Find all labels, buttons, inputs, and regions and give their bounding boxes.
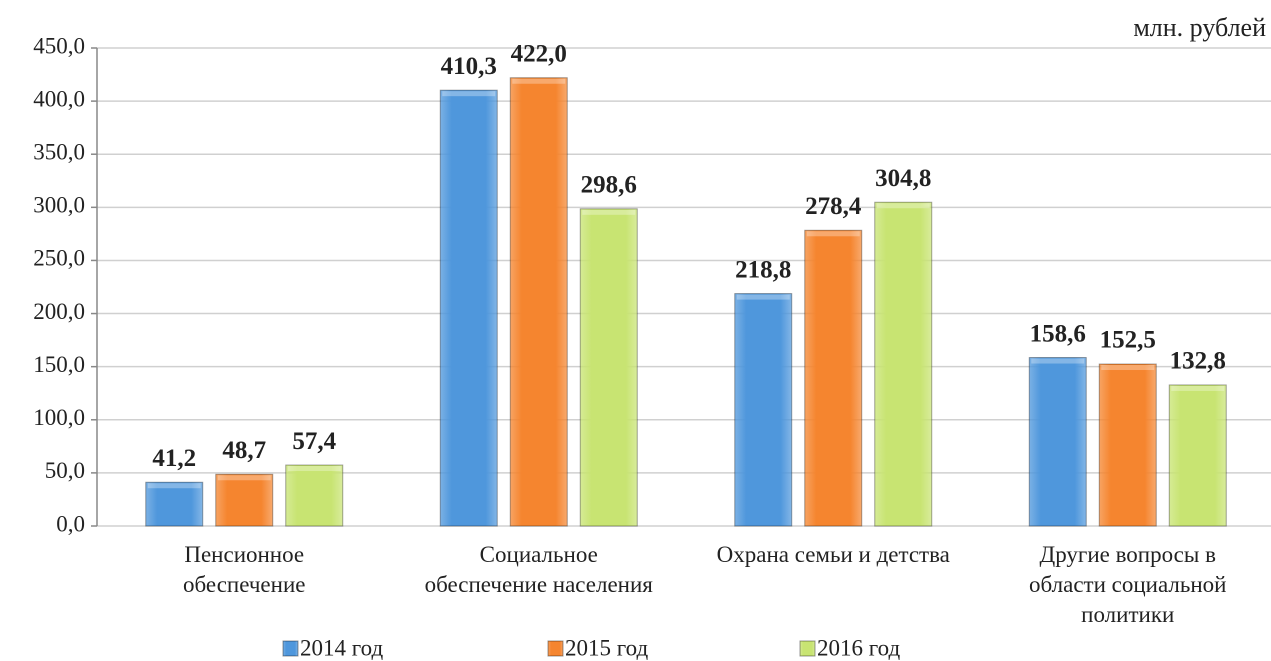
value-label: 41,2 bbox=[152, 445, 196, 472]
legend-swatch bbox=[547, 640, 564, 657]
bar-top bbox=[442, 91, 496, 97]
value-label: 410,3 bbox=[441, 53, 497, 80]
value-label: 132,8 bbox=[1170, 348, 1226, 375]
value-label: 152,5 bbox=[1100, 327, 1156, 354]
bar-top bbox=[1171, 385, 1225, 391]
bar bbox=[509, 77, 568, 527]
y-tick-label: 200,0 bbox=[33, 299, 85, 324]
y-tick-label: 250,0 bbox=[33, 246, 85, 271]
y-tick-label: 150,0 bbox=[33, 352, 85, 377]
value-label: 218,8 bbox=[735, 256, 791, 283]
value-label: 298,6 bbox=[581, 172, 637, 199]
value-label: 158,6 bbox=[1030, 320, 1086, 347]
value-label: 57,4 bbox=[292, 428, 336, 455]
y-tick-label: 0,0 bbox=[56, 511, 85, 536]
bar-top bbox=[582, 209, 636, 215]
legend-label: 2014 год bbox=[300, 635, 383, 660]
legend-label: 2016 год bbox=[817, 635, 900, 660]
bar-top bbox=[876, 203, 930, 209]
x-tick-label: Социальное обеспечение населения bbox=[424, 542, 653, 597]
legend-label: 2015 год bbox=[565, 635, 648, 660]
x-tick-label: Другие вопросы в области социальной поли… bbox=[1029, 542, 1227, 627]
bar-top bbox=[1101, 365, 1155, 371]
bar-top bbox=[512, 78, 566, 84]
value-label: 278,4 bbox=[805, 193, 862, 220]
bar-top bbox=[806, 231, 860, 237]
bar-top bbox=[287, 466, 341, 472]
bar bbox=[579, 208, 638, 527]
x-tick-label: Охрана семьи и детства bbox=[716, 542, 950, 567]
y-tick-label: 100,0 bbox=[33, 405, 85, 430]
value-label: 48,7 bbox=[222, 437, 266, 464]
bar-top bbox=[217, 475, 271, 481]
bar-top bbox=[736, 294, 790, 300]
y-tick-label: 50,0 bbox=[45, 458, 85, 483]
unit-label: млн. рублей bbox=[1133, 13, 1266, 42]
y-tick-label: 350,0 bbox=[33, 140, 85, 165]
bar-top bbox=[147, 483, 201, 489]
bar bbox=[1168, 384, 1227, 527]
bar bbox=[439, 89, 498, 527]
legend-swatch bbox=[282, 640, 299, 657]
bar bbox=[1028, 357, 1087, 527]
value-label: 422,0 bbox=[511, 40, 567, 67]
bar bbox=[285, 464, 344, 527]
y-tick-label: 300,0 bbox=[33, 193, 85, 218]
y-tick-label: 400,0 bbox=[33, 86, 85, 111]
bar-top bbox=[1031, 358, 1085, 364]
bar bbox=[874, 201, 933, 527]
bar bbox=[1098, 363, 1157, 527]
y-tick-label: 450,0 bbox=[33, 33, 85, 58]
legend-swatch bbox=[799, 640, 816, 657]
value-label: 304,8 bbox=[875, 165, 931, 192]
x-tick-label: Пенсионное обеспечение bbox=[183, 542, 306, 597]
bar bbox=[734, 293, 793, 527]
bar bbox=[145, 481, 204, 527]
bar bbox=[804, 229, 863, 527]
bar bbox=[215, 473, 274, 527]
